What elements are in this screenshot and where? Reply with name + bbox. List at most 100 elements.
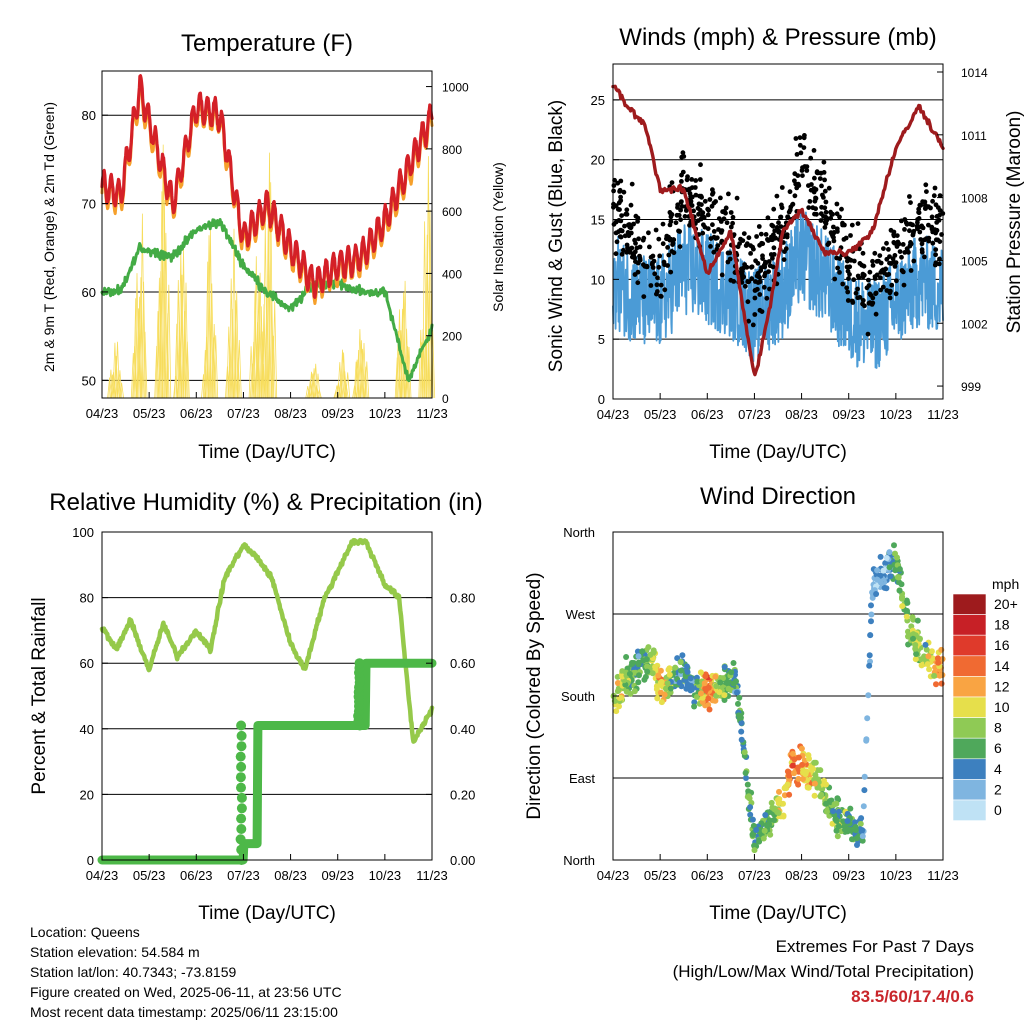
direction-title: Wind Direction [700,483,856,510]
gust-point [790,202,795,208]
direction-point [663,685,669,692]
gust-point [739,269,745,274]
gust-point [894,244,900,249]
gust-point [619,213,624,219]
gust-point [916,224,922,230]
gust-point [831,238,837,244]
humidity-panel: Relative Humidity (%) & Precipitation (i… [29,489,483,924]
direction-x-tick-label: 08/23 [785,868,818,883]
gust-point [766,269,771,274]
rainfall-point [236,730,247,741]
gust-point [870,263,876,268]
direction-point [730,660,737,666]
direction-point [735,712,742,719]
gust-point [631,221,636,227]
direction-point [866,652,873,659]
solar-spike [136,308,141,399]
temperature-x-tick-label: 05/23 [133,406,166,421]
direction-point [811,780,818,787]
gust-point [750,322,756,328]
gust-point [878,275,883,281]
legend-value-label: 2 [994,781,1002,797]
direction-point [873,591,880,597]
legend-value-label: 20+ [994,596,1018,612]
gust-point [636,236,641,242]
gust-point [887,290,893,296]
winds-series [611,84,946,377]
direction-y-tick-label: North [563,525,595,540]
gust-point [910,232,916,238]
direction-point [738,728,745,735]
gust-point [798,150,804,156]
direction-y-tick-label: North [563,853,595,868]
gust-point [778,214,784,220]
gust-point [650,265,656,270]
gust-point [834,255,840,261]
direction-point [650,647,657,654]
gust-point [893,291,899,297]
gust-point [767,263,773,269]
gust-point [714,246,720,252]
direction-y-ticks: North East South West North [561,525,619,868]
winds-y2-label: Station Pressure (Maroon) [1004,111,1024,334]
direction-point [761,827,768,834]
direction-point [923,646,930,653]
gust-point [892,264,898,269]
humidity-x-tick-label: 04/23 [86,868,119,883]
gust-point [761,262,767,268]
gust-point [918,237,924,242]
gust-point [662,287,668,293]
solar-spike [142,331,148,399]
gust-point [800,165,805,171]
gust-point [673,220,679,226]
direction-x-label: Time (Day/UTC) [709,903,847,924]
direction-point [635,653,642,660]
gust-point [809,182,814,187]
gust-point [908,221,913,227]
direction-point [886,549,893,556]
gust-point [778,224,784,230]
gust-point [845,289,851,295]
direction-point [786,791,793,798]
direction-points [610,542,946,854]
direction-point [655,672,662,679]
direction-point [716,689,723,696]
rainfall-line [97,658,437,865]
gust-point [792,193,798,199]
gust-point [684,177,690,183]
direction-point [805,784,812,791]
direction-point [896,566,903,573]
gust-point [821,159,827,165]
temperature-y2-tick-label: 600 [442,205,462,219]
gust-point [773,235,778,241]
gust-point [650,260,655,266]
gust-point [823,199,829,205]
gust-point [658,282,664,288]
gust-point [701,222,706,228]
direction-point [684,681,691,688]
gust-point [624,211,630,217]
gust-point [669,180,675,186]
direction-point [863,737,870,744]
direction-point [658,699,665,706]
humidity-x-tick-label: 11/23 [416,868,448,883]
gust-point [845,298,851,303]
gust-point [900,242,906,247]
direction-point [775,800,782,807]
temperature-x-tick-label: 08/23 [274,406,307,421]
gust-point [878,260,884,266]
legend-swatch [952,758,987,780]
gust-point [697,177,703,182]
rainfall-point [235,834,246,845]
solar-spike [428,293,434,399]
gust-point [642,263,648,269]
direction-point [768,799,775,806]
direction-point [835,823,842,830]
gust-point [745,299,751,305]
gust-point [757,307,763,313]
gust-point [907,194,912,199]
direction-point [868,611,875,618]
temperature-y2-ticks: 0 200 400 600 800 1000 [426,81,469,406]
gust-point [637,244,643,250]
gust-point [869,302,875,307]
